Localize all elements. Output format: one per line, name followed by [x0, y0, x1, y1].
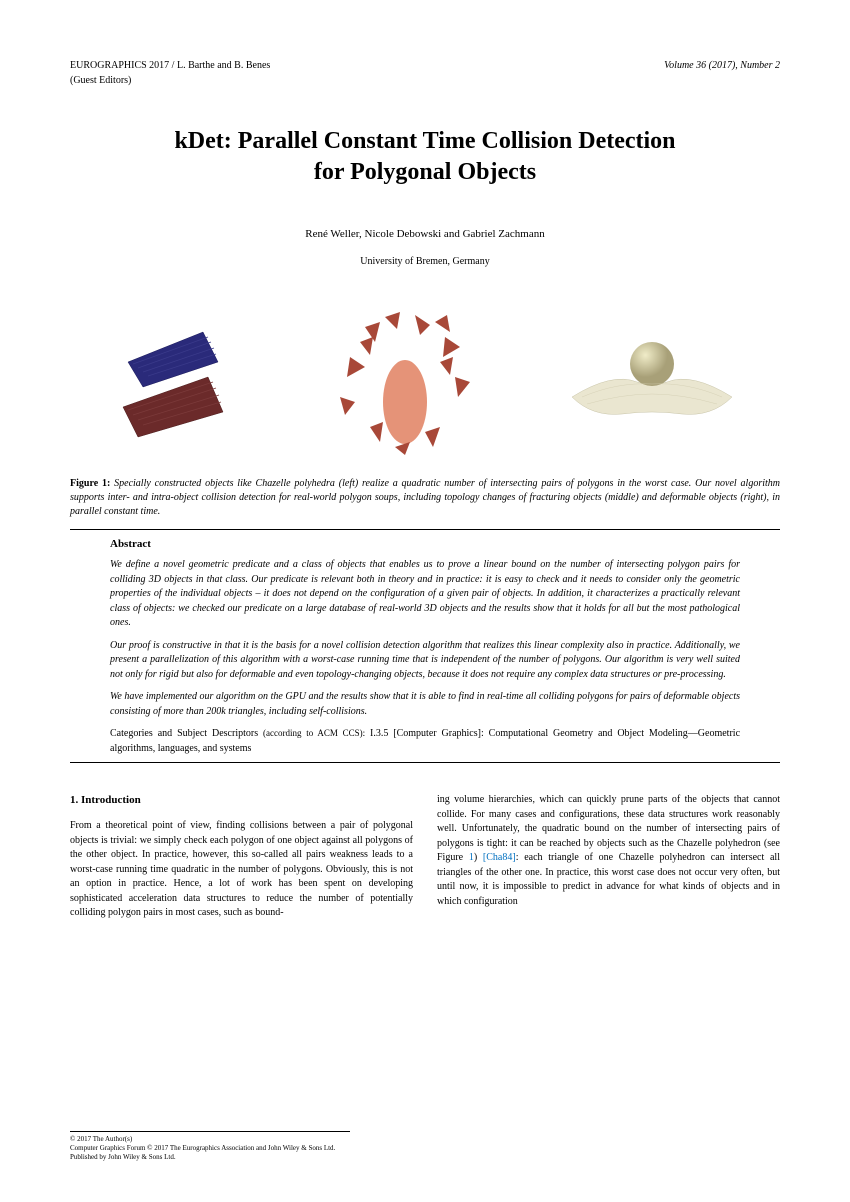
- column-left: 1. Introduction From a theoretical point…: [70, 793, 413, 920]
- header-conference: EUROGRAPHICS 2017 / L. Barthe and B. Ben…: [70, 60, 270, 71]
- figure-1-label: Figure 1:: [70, 478, 110, 489]
- body-columns: 1. Introduction From a theoretical point…: [70, 793, 780, 920]
- title-line-1: kDet: Parallel Constant Time Collision D…: [70, 126, 780, 157]
- figure-1-caption-text: Specially constructed objects like Chaze…: [70, 478, 780, 517]
- header-editors: (Guest Editors): [70, 75, 780, 86]
- intro-col1-span: From a theoretical point of view, findin…: [70, 820, 413, 918]
- column-right: ing volume hierarchies, which can quickl…: [437, 793, 780, 920]
- ccs-descriptors: Categories and Subject Descriptors (acco…: [110, 727, 740, 756]
- footer-line-1: © 2017 The Author(s): [70, 1135, 350, 1144]
- section-1-heading: 1. Introduction: [70, 793, 413, 809]
- title-line-2: for Polygonal Objects: [70, 157, 780, 188]
- paper-title: kDet: Parallel Constant Time Collision D…: [70, 126, 780, 188]
- figure-1-middle: [325, 307, 485, 457]
- rule-above-abstract: [70, 529, 780, 530]
- footer-line-2: Computer Graphics Forum © 2017 The Eurog…: [70, 1144, 350, 1162]
- page-header: EUROGRAPHICS 2017 / L. Barthe and B. Ben…: [70, 60, 780, 71]
- abstract-block: Abstract We define a novel geometric pre…: [110, 538, 740, 756]
- affiliation: University of Bremen, Germany: [70, 256, 780, 267]
- abstract-p2: Our proof is constructive in that it is …: [110, 639, 740, 683]
- intro-col1-text: From a theoretical point of view, findin…: [70, 819, 413, 921]
- copyright-footer: © 2017 The Author(s) Computer Graphics F…: [70, 1131, 350, 1162]
- cite-cha84: [Cha84]: [483, 852, 516, 863]
- authors: René Weller, Nicole Debowski and Gabriel…: [70, 228, 780, 240]
- figure-1-right: [562, 322, 742, 442]
- rule-below-abstract: [70, 762, 780, 763]
- abstract-heading: Abstract: [110, 538, 740, 550]
- figure-1-caption: Figure 1: Specially constructed objects …: [70, 477, 780, 519]
- figure-1-left: [108, 322, 248, 442]
- abstract-p3: We have implemented our algorithm on the…: [110, 690, 740, 719]
- intro-col2-text: ing volume hierarchies, which can quickl…: [437, 793, 780, 909]
- abstract-p1: We define a novel geometric predicate an…: [110, 558, 740, 631]
- ccs-small: (according to ACM CCS):: [263, 728, 365, 738]
- figure-1-images: [70, 307, 780, 457]
- ccs-prefix: Categories and Subject Descriptors: [110, 728, 258, 739]
- header-volume: Volume 36 (2017), Number 2: [664, 60, 780, 71]
